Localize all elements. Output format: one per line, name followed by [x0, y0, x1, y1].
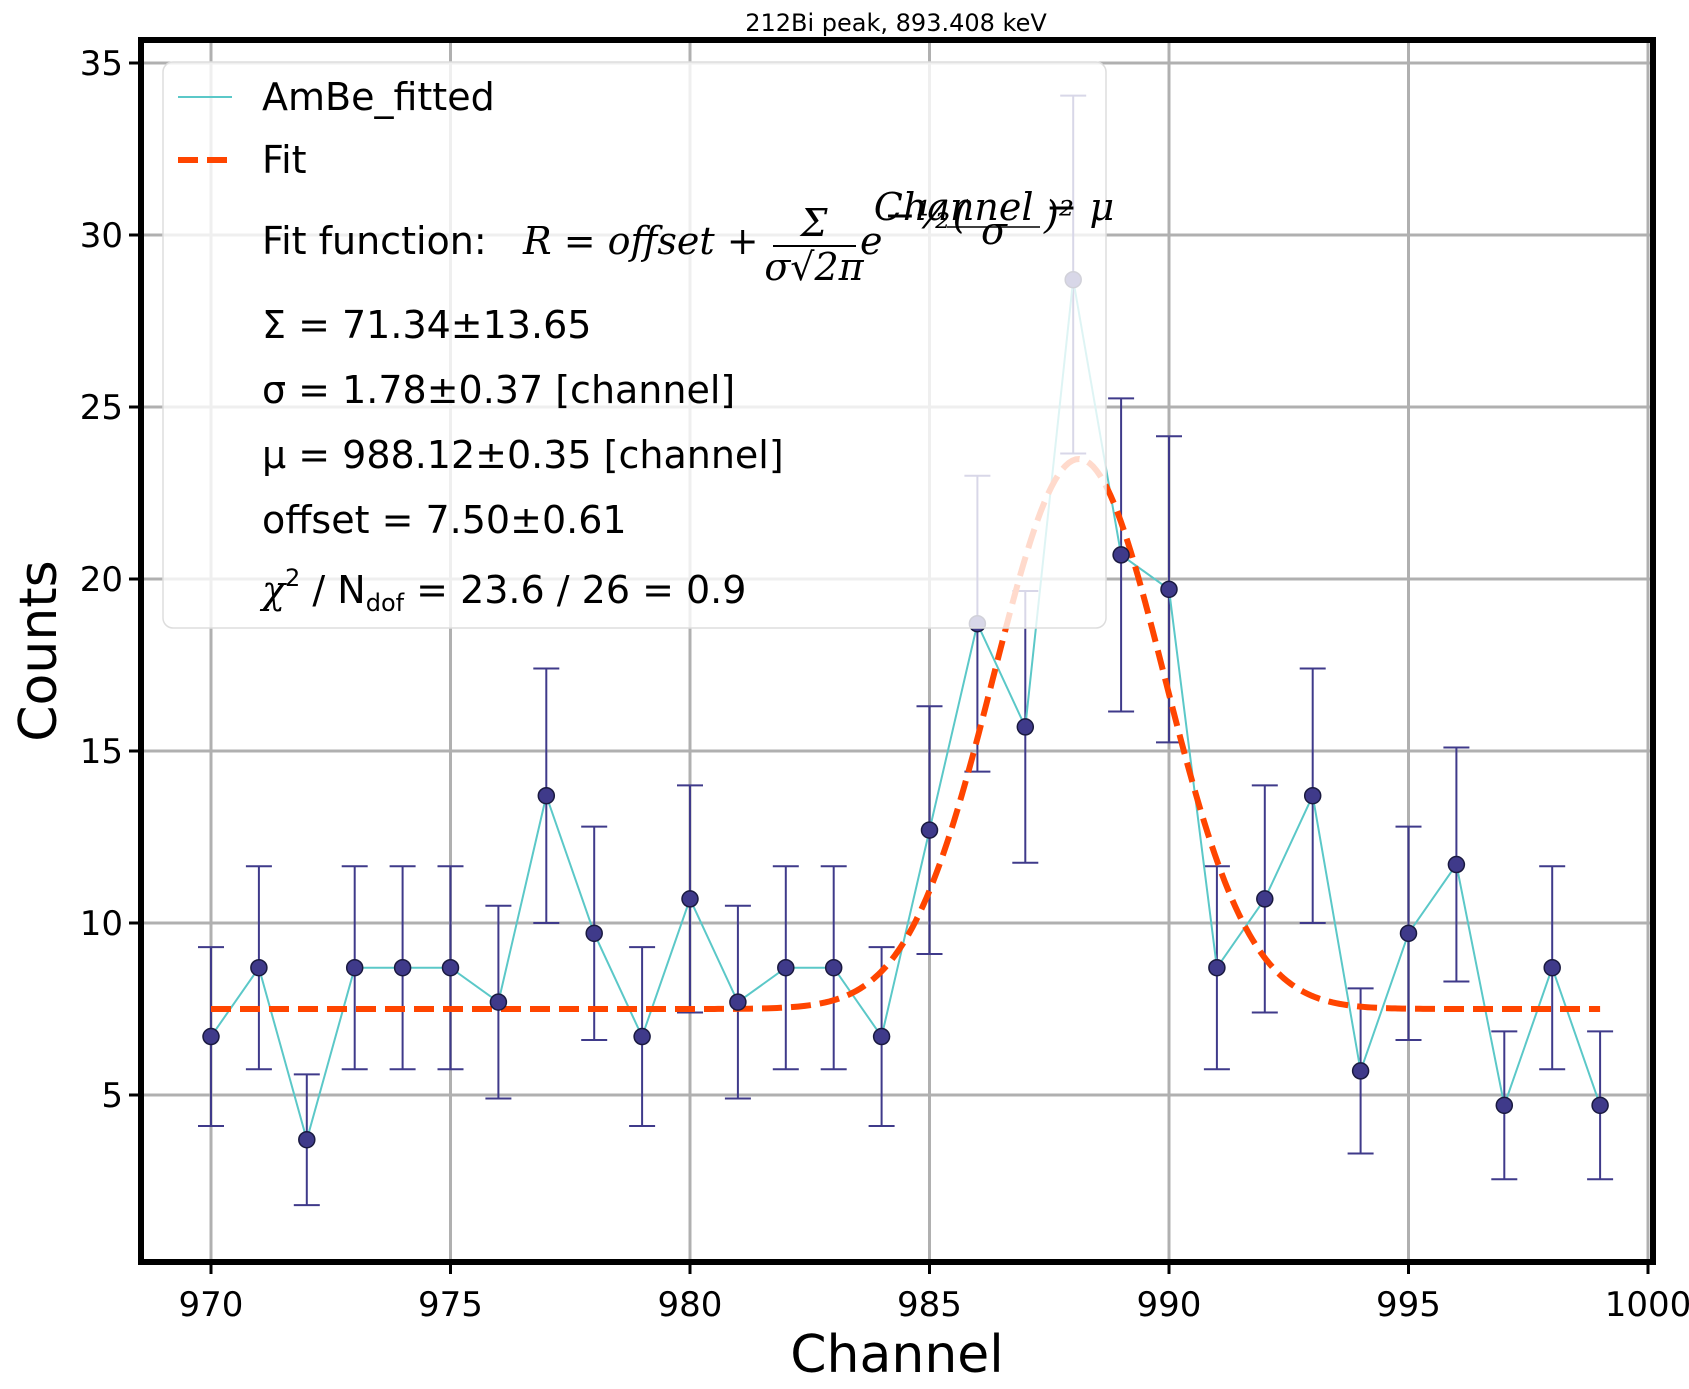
x-tick-label: 990 [1137, 1285, 1202, 1325]
legend-fit-function-frac-num: Σ [799, 201, 829, 245]
legend-fit-function-exp-base: e [860, 219, 883, 263]
legend-chi2-sub: dof [366, 589, 405, 617]
x-tick-label: 995 [1376, 1285, 1441, 1325]
legend-fit-function-exp-frac-den: σ [981, 209, 1008, 253]
fit-curve [211, 455, 1601, 1012]
legend-param-mu: μ = 988.12±0.35 [channel] [262, 433, 784, 477]
data-point [441, 958, 460, 977]
data-point [489, 993, 508, 1011]
data-point [1303, 786, 1322, 805]
x-tick-label: 985 [897, 1285, 962, 1325]
data-point [1543, 958, 1561, 977]
data-point [345, 958, 364, 977]
data-point [585, 924, 603, 943]
plot-frame [138, 37, 1656, 1265]
legend-chi2-suffix: = 23.6 / 26 = 0.9 [404, 568, 746, 612]
data-point [393, 958, 412, 977]
data-point [777, 958, 795, 977]
legend-param-sigma-total: Σ = 71.34±13.65 [262, 303, 591, 347]
y-axis-title: Counts [9, 560, 69, 742]
legend-chi2: χ2 / Ndof = 23.6 / 26 = 0.9 [259, 564, 746, 617]
x-tick-label: 975 [418, 1285, 483, 1325]
legend-fit-function: Fit function: R = offset + Σ σ√2π e −½( … [262, 185, 1114, 289]
data-point [202, 1027, 220, 1046]
data-point [1351, 1062, 1370, 1080]
data-point [1447, 855, 1466, 874]
legend-chi2-sup: 2 [285, 564, 300, 592]
data-point [1160, 580, 1178, 599]
legend-label-ambe: AmBe_fitted [262, 75, 495, 119]
x-tick-label: 1000 [1605, 1285, 1689, 1325]
data-point [872, 1027, 891, 1046]
legend-fit-function-exp-frac-num: Channel − μ [874, 185, 1115, 229]
legend-fit-function-prefix: Fit function: [262, 219, 487, 263]
y-tick-label: 25 [80, 388, 123, 428]
data-point [250, 958, 268, 977]
data-point [824, 958, 843, 977]
legend-chi2-line: χ2 / Ndof = 23.6 / 26 = 0.9 [259, 564, 746, 617]
chart-title: 212Bi peak, 893.408 keV [745, 9, 1047, 37]
data-point [1399, 924, 1418, 943]
y-tick-label: 15 [80, 732, 123, 772]
legend-param-offset: offset = 7.50±0.61 [262, 498, 627, 542]
data-point [633, 1027, 651, 1046]
data-point [1495, 1096, 1514, 1115]
y-tick-label: 20 [80, 560, 123, 600]
legend-fit-function-exp-tail: )² [1043, 193, 1074, 237]
y-tick-label: 5 [101, 1076, 123, 1116]
data-point [537, 786, 556, 805]
legend-fit-function-frac-den: σ√2π [764, 245, 864, 289]
legend-box [162, 61, 1107, 629]
data-point [1112, 546, 1130, 564]
x-tick-label: 980 [658, 1285, 723, 1325]
legend-fit-function-lhs: R = offset + [522, 219, 759, 263]
legend-chi2-prefix: χ [259, 568, 287, 612]
legend-param-sigma: σ = 1.78±0.37 [channel] [262, 368, 735, 412]
y-tick-label: 30 [80, 216, 123, 256]
legend-label-fit: Fit [262, 138, 307, 182]
legend: AmBe_fitted Fit Fit function: R = offset… [162, 61, 1114, 629]
data-point [729, 993, 747, 1011]
data-point [1591, 1096, 1609, 1115]
axis-tick-labels: 970 975 980 985 990 995 1000 5 10 15 20 25 30 35 [80, 44, 1689, 1325]
data-point [1208, 958, 1226, 977]
y-tick-label: 35 [80, 44, 123, 84]
data-layer [198, 94, 1614, 1207]
legend-chi2-mid: / N [300, 568, 365, 612]
data-point [298, 1130, 316, 1149]
data-point [1016, 718, 1035, 736]
data-point [681, 890, 699, 908]
y-tick-label: 10 [80, 904, 123, 944]
x-axis-title: Channel [790, 1325, 1003, 1385]
data-point [920, 821, 939, 839]
x-tick-label: 970 [179, 1285, 244, 1325]
data-point [1256, 890, 1274, 908]
legend-fit-function-exp: −½( [884, 193, 969, 237]
